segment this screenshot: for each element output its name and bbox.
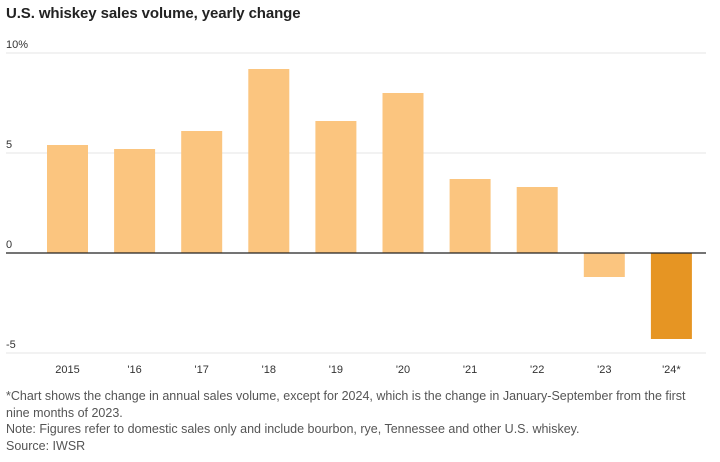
note: Note: Figures refer to domestic sales on…	[6, 422, 580, 436]
x-tick-label: '22	[530, 364, 544, 376]
bar	[449, 179, 491, 253]
y-tick-label: -5	[6, 339, 16, 351]
x-tick-label: '21	[463, 364, 477, 376]
bar	[248, 69, 290, 253]
x-tick-label: 2015	[55, 364, 79, 376]
y-tick-label: 5	[6, 139, 12, 151]
x-tick-label: '20	[396, 364, 410, 376]
x-axis-tick-labels: 2015 '16 '17 '18 '19 '20 '21 '22 '23 '24*	[55, 364, 681, 376]
bar	[516, 187, 558, 253]
bar	[114, 149, 156, 253]
x-tick-label: '16	[127, 364, 141, 376]
bar-chart: 10% 5 0 -5 2015 '16 '17 '18 '19 '20 '21 '22 '23 '24*	[6, 39, 706, 376]
y-tick-label: 0	[6, 239, 12, 251]
chart-title: U.S. whiskey sales volume, yearly change	[6, 5, 301, 22]
y-axis-tick-labels: 10% 5 0 -5	[6, 39, 28, 351]
source: Source: IWSR	[6, 438, 86, 453]
bar	[47, 145, 88, 253]
bar	[315, 121, 357, 253]
x-tick-label: '19	[329, 364, 343, 376]
chart-notes: *Chart shows the change in annual sales …	[6, 388, 711, 454]
bar	[650, 253, 692, 339]
y-tick-label: 10%	[6, 39, 28, 51]
x-tick-label: '17	[195, 364, 209, 376]
footnote: *Chart shows the change in annual sales …	[6, 389, 686, 420]
bars	[47, 69, 692, 339]
bar	[181, 131, 223, 253]
x-tick-label: '24*	[662, 364, 681, 376]
bar	[583, 253, 625, 277]
x-tick-label: '18	[262, 364, 276, 376]
x-tick-label: '23	[597, 364, 611, 376]
bar	[382, 93, 424, 253]
